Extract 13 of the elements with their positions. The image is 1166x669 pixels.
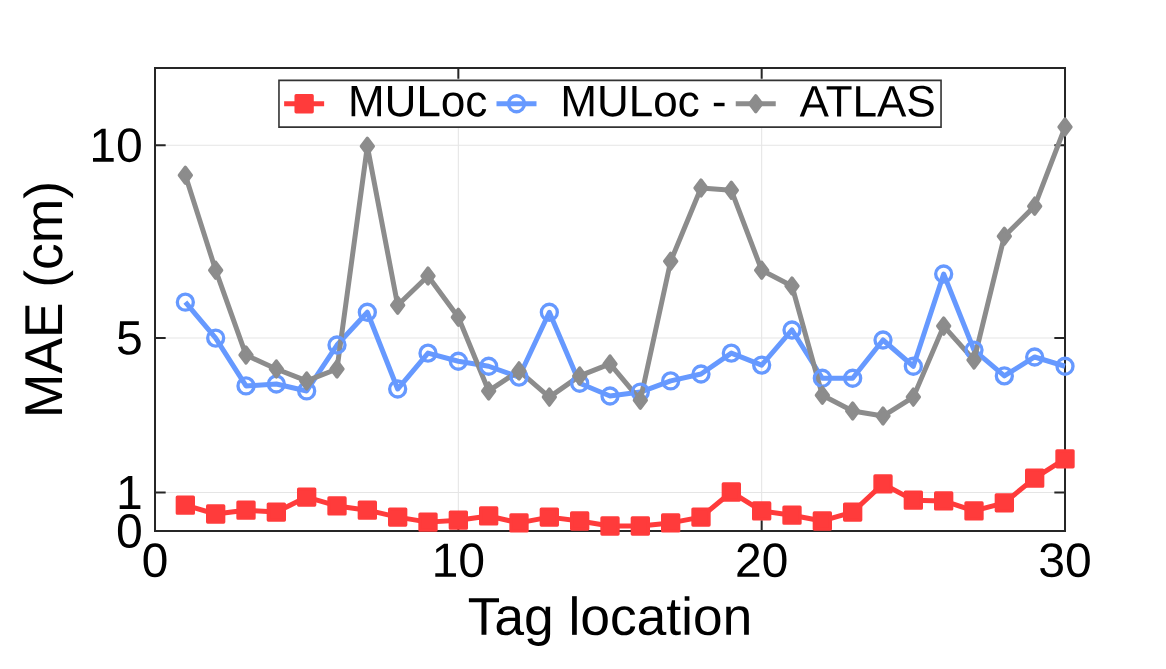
x-axis-title: Tag location [468,596,749,646]
x-tick-label: 30 [1040,543,1090,578]
y-tick-label: 5 [117,321,141,355]
x-tick-label: 20 [737,543,787,578]
legend-label: MULoc - [563,85,725,117]
y-tick-label: 0 [117,514,141,548]
y-tick-label: 1 [119,475,141,509]
y-axis-title: MAE (cm) [23,184,74,414]
y-tick-label: 10 [93,128,141,163]
x-tick-label: 0 [143,543,167,578]
legend-label: ATLAS [799,85,934,117]
x-tick-label: 10 [435,543,484,578]
legend-label: MULoc [351,85,487,117]
